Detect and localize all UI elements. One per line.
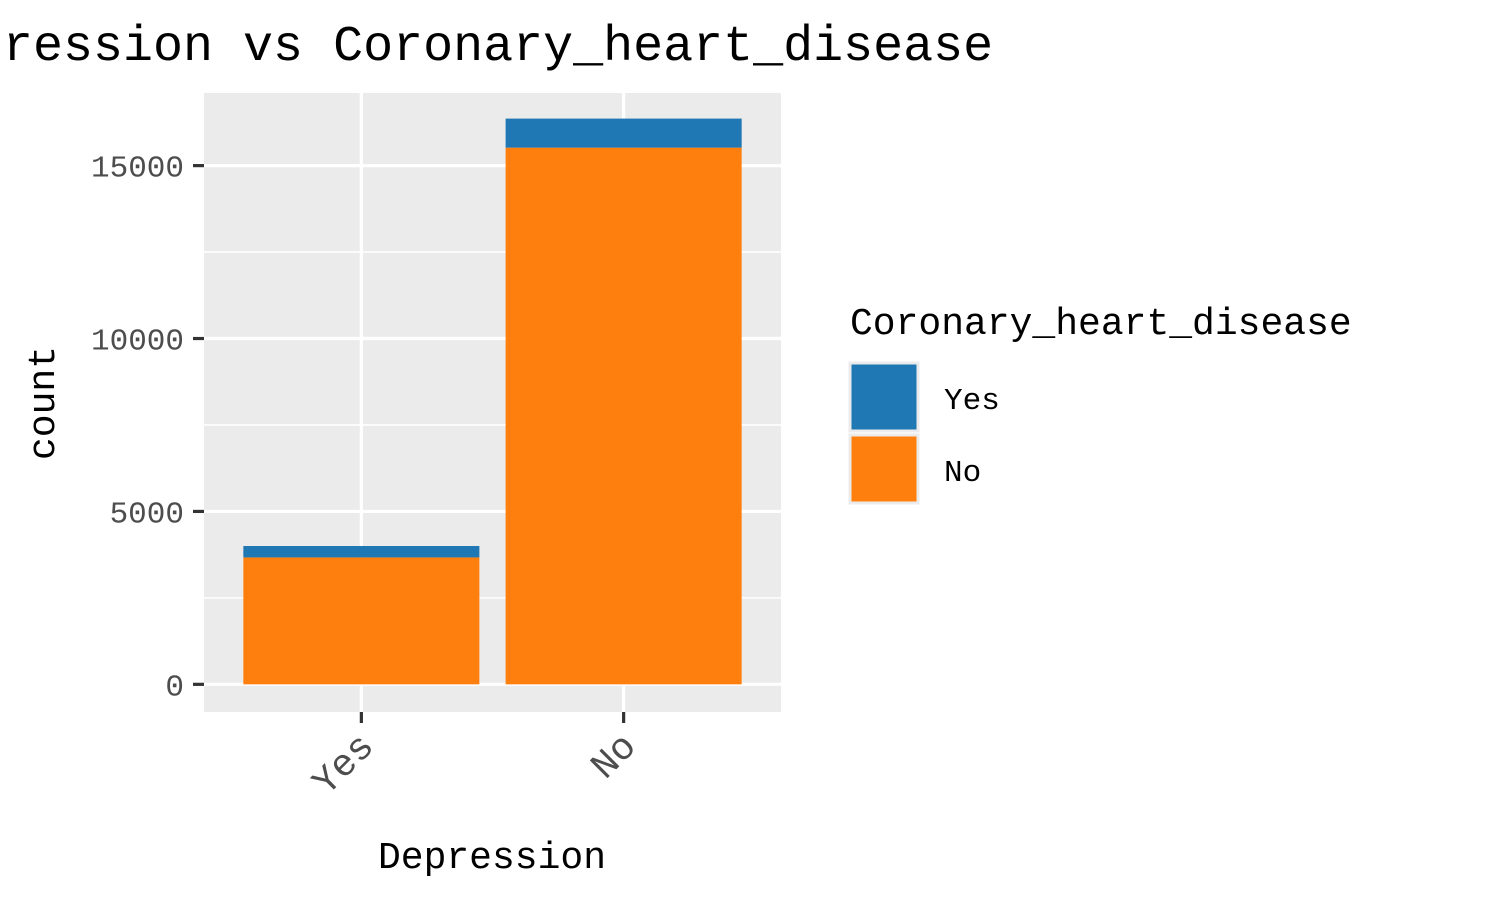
chart-title: Depression vs Coronary_heart_disease bbox=[0, 19, 993, 76]
bar-yes-yes bbox=[243, 546, 480, 558]
legend-key-yes bbox=[848, 361, 920, 433]
x-axis-label: Depression bbox=[378, 837, 606, 880]
y-tick-label: 0 bbox=[165, 670, 184, 705]
bars bbox=[243, 118, 742, 685]
y-axis: 0 5000 10000 15000 bbox=[91, 152, 204, 705]
bar-no-yes bbox=[505, 118, 742, 148]
legend-label-no: No bbox=[944, 456, 981, 491]
legend-title: Coronary_heart_disease bbox=[850, 303, 1352, 346]
y-tick-label: 10000 bbox=[91, 325, 184, 360]
bar-no-no bbox=[505, 147, 742, 685]
legend: Coronary_heart_disease Yes No bbox=[848, 303, 1352, 505]
x-axis: Yes No bbox=[305, 712, 646, 805]
x-tick-label: No bbox=[583, 726, 646, 789]
y-axis-label: count bbox=[23, 346, 66, 460]
bar-yes-no bbox=[243, 557, 480, 685]
x-tick-label: Yes bbox=[305, 726, 384, 805]
y-tick-label: 15000 bbox=[91, 152, 184, 187]
legend-label-yes: Yes bbox=[944, 384, 1000, 419]
legend-items: Yes No bbox=[848, 361, 1000, 505]
legend-key-no bbox=[848, 433, 920, 505]
y-tick-label: 5000 bbox=[110, 497, 184, 532]
